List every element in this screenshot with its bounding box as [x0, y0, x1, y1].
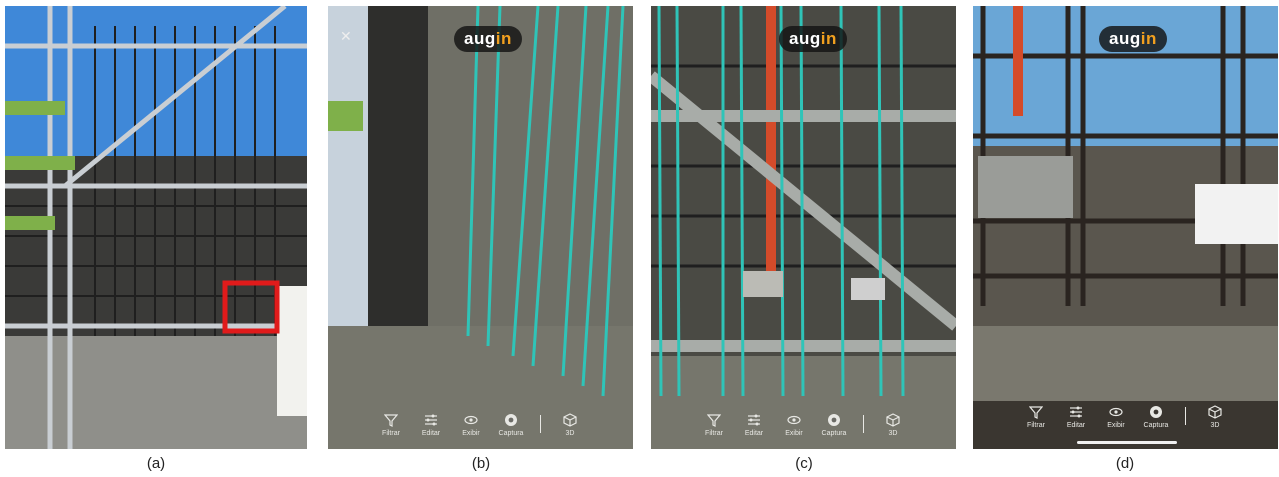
app-panel-b: ✕ augin Filtrar Editar Exibir Captura 3D — [328, 6, 633, 449]
filter-label: Filtrar — [705, 430, 723, 437]
view-label: Exibir — [1107, 422, 1125, 429]
caption-a: (a) — [146, 455, 166, 472]
sliders-icon — [1070, 406, 1082, 418]
augin-logo: augin — [779, 26, 847, 52]
caption-b: (b) — [471, 455, 491, 472]
toolbar-divider — [540, 415, 541, 433]
eye-icon — [1109, 407, 1123, 417]
view-button[interactable]: Exibir — [1103, 405, 1129, 429]
highlight-box — [222, 280, 280, 334]
capture-button[interactable]: Captura — [498, 413, 524, 437]
logo-text-main: aug — [464, 29, 496, 48]
toolbar-divider — [863, 415, 864, 433]
eye-icon — [464, 415, 478, 425]
app-panel-d: augin Filtrar Editar Exibir Captura 3D — [973, 6, 1278, 449]
3d-button[interactable]: 3D — [1202, 405, 1228, 429]
3d-label: 3D — [888, 430, 898, 437]
toolbar-divider — [1185, 407, 1186, 425]
app-panel-c: augin Filtrar Editar Exibir Captura 3D — [651, 6, 956, 449]
edit-button[interactable]: Editar — [418, 413, 444, 437]
caption-d: (d) — [1115, 455, 1135, 472]
logo-text-main: aug — [789, 29, 821, 48]
capture-label: Captura — [1143, 422, 1169, 429]
cube-icon — [1208, 405, 1222, 419]
filter-icon — [1029, 406, 1043, 419]
aperture-icon — [1150, 406, 1162, 418]
augin-logo: augin — [1099, 26, 1167, 52]
edit-button[interactable]: Editar — [741, 413, 767, 437]
capture-label: Captura — [821, 430, 847, 437]
filter-icon — [707, 414, 721, 427]
bim-overlay-view — [328, 6, 633, 449]
view-label: Exibir — [462, 430, 480, 437]
filter-label: Filtrar — [1027, 422, 1045, 429]
view-button[interactable]: Exibir — [781, 413, 807, 437]
bottom-toolbar: Filtrar Editar Exibir Captura 3D — [651, 413, 956, 437]
edit-button[interactable]: Editar — [1063, 405, 1089, 429]
edit-label: Editar — [744, 430, 764, 437]
edit-label: Editar — [421, 430, 441, 437]
3d-button[interactable]: 3D — [557, 413, 583, 437]
photo-panel-a — [5, 6, 307, 449]
bottom-toolbar: Filtrar Editar Exibir Captura 3D — [973, 405, 1278, 429]
capture-label: Captura — [498, 430, 524, 437]
view-button[interactable]: Exibir — [458, 413, 484, 437]
aperture-icon — [505, 414, 517, 426]
3d-label: 3D — [565, 430, 575, 437]
cube-icon — [886, 413, 900, 427]
3d-label: 3D — [1210, 422, 1220, 429]
bim-overlay-view — [651, 6, 956, 449]
filter-label: Filtrar — [382, 430, 400, 437]
filter-button[interactable]: Filtrar — [701, 413, 727, 437]
aperture-icon — [828, 414, 840, 426]
filter-button[interactable]: Filtrar — [1023, 405, 1049, 429]
logo-text-accent: in — [1140, 29, 1157, 48]
bottom-toolbar: Filtrar Editar Exibir Captura 3D — [328, 413, 633, 437]
logo-text-accent: in — [820, 29, 837, 48]
cube-icon — [563, 413, 577, 427]
filter-button[interactable]: Filtrar — [378, 413, 404, 437]
edit-label: Editar — [1066, 422, 1086, 429]
capture-button[interactable]: Captura — [821, 413, 847, 437]
logo-text-accent: in — [495, 29, 512, 48]
eye-icon — [787, 415, 801, 425]
ar-camera-view — [973, 6, 1278, 449]
sliders-icon — [748, 414, 760, 426]
3d-button[interactable]: 3D — [880, 413, 906, 437]
view-label: Exibir — [785, 430, 803, 437]
capture-button[interactable]: Captura — [1143, 405, 1169, 429]
logo-text-main: aug — [1109, 29, 1141, 48]
filter-icon — [384, 414, 398, 427]
construction-site-photo — [5, 6, 307, 449]
home-indicator[interactable] — [1077, 441, 1177, 444]
sliders-icon — [425, 414, 437, 426]
augin-logo: augin — [454, 26, 522, 52]
caption-c: (c) — [795, 455, 813, 472]
close-icon[interactable]: ✕ — [340, 28, 352, 44]
